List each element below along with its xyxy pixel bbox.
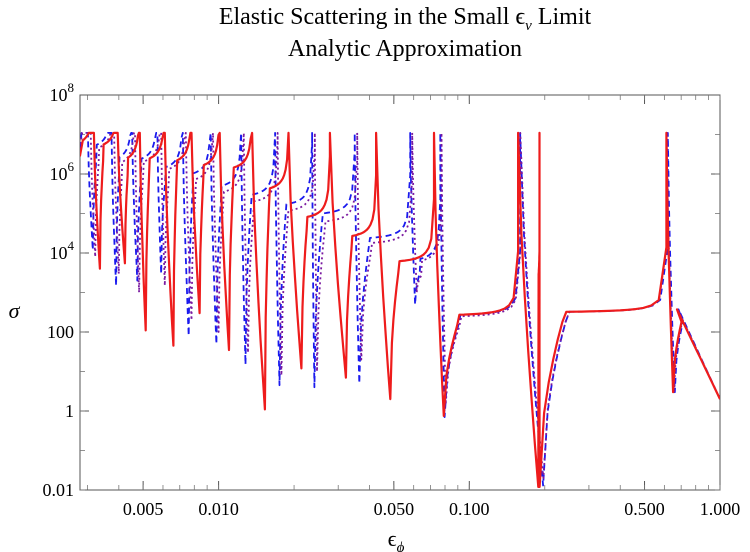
plot-frame: [79, 94, 721, 491]
x-tick-label: 0.010: [198, 499, 239, 519]
y-tick-label: 108: [50, 80, 75, 105]
chart-subtitle: Analytic Approximation: [288, 36, 522, 62]
series-line-dotted: [80, 132, 720, 479]
tick-labels: 0.005 0.010 0.050 0.100 0.500 1.000 0.01 1 100 10…: [43, 80, 741, 519]
x-tick-label: 1.000: [700, 499, 741, 519]
ticks: [80, 94, 721, 491]
chart-title: Elastic Scattering in the Small ϵν Limit: [219, 4, 592, 34]
x-tick-label: 0.005: [123, 499, 164, 519]
series-line-solid: [80, 131, 720, 488]
y-tick-label: 104: [50, 238, 75, 263]
x-tick-label: 0.050: [374, 499, 415, 519]
y-tick-label: 100: [47, 322, 74, 342]
x-tick-label: 0.100: [449, 499, 490, 519]
plot-area: 0.005 0.010 0.050 0.100 0.500 1.000 0.01 1 100 10…: [43, 80, 741, 519]
y-tick-label: 0.01: [43, 480, 75, 500]
y-tick-label: 106: [50, 159, 75, 184]
y-axis-label: σ: [9, 298, 21, 323]
y-tick-label: 1: [65, 401, 74, 421]
x-axis-label: ϵϕ: [388, 526, 405, 552]
x-tick-label: 0.500: [624, 499, 665, 519]
curves: [80, 131, 720, 488]
